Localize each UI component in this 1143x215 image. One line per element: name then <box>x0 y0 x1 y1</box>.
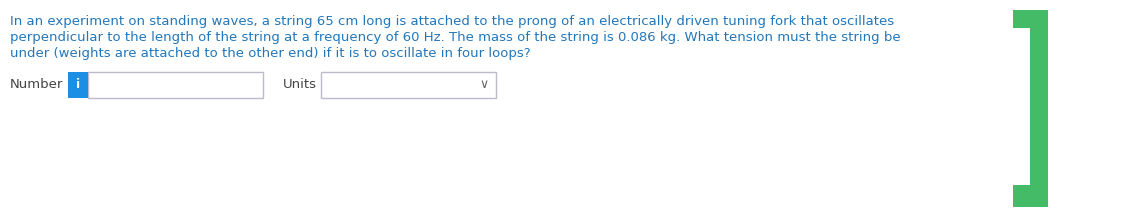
Text: Units: Units <box>283 78 317 92</box>
Text: In an experiment on standing waves, a string 65 cm long is attached to the prong: In an experiment on standing waves, a st… <box>10 15 894 28</box>
Bar <box>88 72 263 98</box>
Text: under (weights are attached to the other end) if it is to oscillate in four loop: under (weights are attached to the other… <box>10 47 530 60</box>
Bar <box>1013 10 1048 28</box>
Text: i: i <box>75 78 80 92</box>
Bar <box>321 72 496 98</box>
Bar <box>67 72 88 98</box>
Bar <box>1013 185 1048 207</box>
Text: ∨: ∨ <box>479 78 488 92</box>
Text: perpendicular to the length of the string at a frequency of 60 Hz. The mass of t: perpendicular to the length of the strin… <box>10 31 901 44</box>
Bar <box>1030 10 1048 207</box>
Text: Number: Number <box>10 78 63 92</box>
